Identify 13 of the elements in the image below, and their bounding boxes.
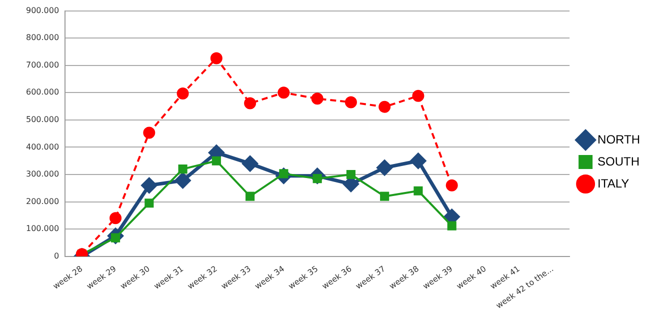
legend-label: ITALY <box>598 176 630 190</box>
y-tick-label: 300.000 <box>26 170 60 179</box>
y-tick-label: 100.000 <box>26 224 60 234</box>
y-tick-label: 400.000 <box>26 142 60 152</box>
y-tick-label: 600.000 <box>26 88 60 97</box>
legend-label: NORTH <box>598 132 640 146</box>
y-tick-label: 200.000 <box>26 196 60 206</box>
y-tick-label: 800.000 <box>26 33 60 42</box>
y-tick-label: 700.000 <box>26 60 60 70</box>
legend-label: SOUTH <box>598 154 640 168</box>
y-tick-label: 900.000 <box>26 6 60 15</box>
y-tick-label: 500.000 <box>26 115 60 124</box>
y-tick-label: 0 <box>54 251 60 260</box>
